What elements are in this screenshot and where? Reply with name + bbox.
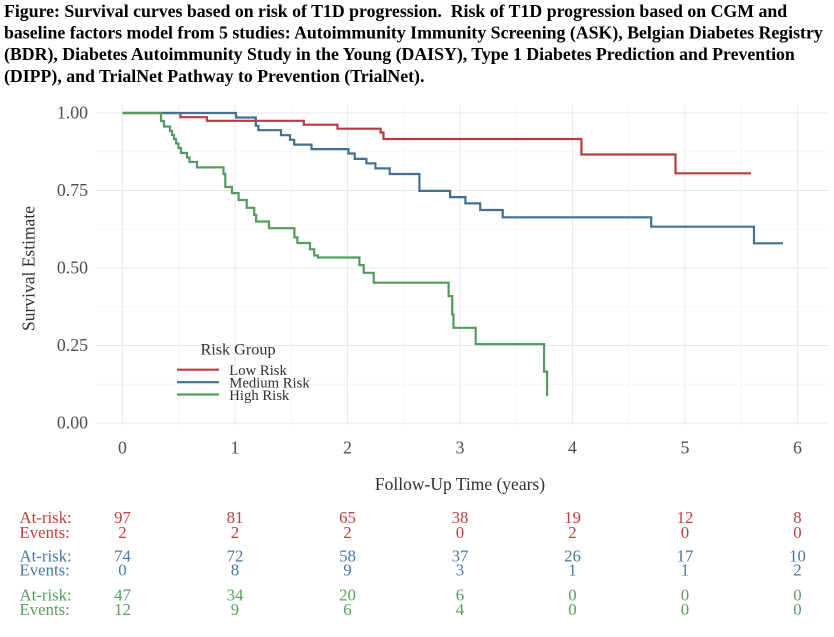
svg-text:Low Risk: Low Risk [229, 363, 287, 379]
svg-text:0: 0 [568, 585, 576, 604]
svg-text:0: 0 [456, 523, 464, 542]
svg-text:6: 6 [793, 437, 802, 457]
svg-text:0: 0 [793, 523, 801, 542]
svg-text:17: 17 [677, 546, 694, 565]
svg-text:0: 0 [118, 437, 127, 457]
svg-text:12: 12 [677, 508, 694, 527]
svg-text:0.75: 0.75 [57, 180, 88, 200]
svg-text:19: 19 [564, 508, 581, 527]
svg-text:Medium Risk: Medium Risk [229, 376, 310, 392]
svg-text:37: 37 [452, 546, 469, 565]
svg-text:0: 0 [118, 561, 126, 580]
svg-text:3: 3 [456, 437, 465, 457]
svg-text:Events:: Events: [20, 523, 70, 542]
svg-text:Figure: Survival curves based: Figure: Survival curves based on risk of… [4, 1, 787, 21]
svg-text:9: 9 [231, 600, 239, 619]
svg-text:baseline factors model from 5: baseline factors model from 5 studies: A… [4, 23, 823, 44]
svg-text:72: 72 [227, 546, 244, 565]
svg-text:6: 6 [343, 600, 351, 619]
svg-text:Events:: Events: [20, 600, 70, 619]
svg-text:Events:: Events: [20, 561, 70, 580]
svg-text:47: 47 [114, 585, 131, 604]
svg-text:1: 1 [568, 561, 576, 580]
svg-text:2: 2 [793, 561, 801, 580]
svg-text:8: 8 [793, 508, 801, 527]
svg-text:Survival Estimate: Survival Estimate [19, 206, 39, 331]
svg-text:Risk Group: Risk Group [200, 341, 275, 359]
svg-text:8: 8 [231, 561, 239, 580]
svg-text:10: 10 [789, 546, 806, 565]
svg-text:4: 4 [456, 600, 465, 619]
svg-text:1.00: 1.00 [57, 103, 88, 123]
svg-text:1: 1 [681, 561, 689, 580]
svg-text:0.25: 0.25 [57, 335, 88, 355]
svg-text:74: 74 [114, 546, 131, 565]
svg-text:Follow-Up Time (years): Follow-Up Time (years) [375, 474, 545, 494]
svg-text:2: 2 [343, 437, 352, 457]
svg-text:At-risk:: At-risk: [20, 546, 72, 565]
svg-text:0: 0 [793, 585, 801, 604]
svg-text:High Risk: High Risk [229, 388, 290, 404]
svg-text:0.50: 0.50 [57, 258, 88, 278]
svg-text:2: 2 [231, 523, 239, 542]
svg-text:6: 6 [456, 585, 464, 604]
svg-text:2: 2 [568, 523, 576, 542]
svg-text:(DIPP), and TrialNet Pathway t: (DIPP), and TrialNet Pathway to Preventi… [4, 66, 424, 87]
svg-text:0: 0 [681, 585, 689, 604]
svg-text:4: 4 [568, 437, 577, 457]
svg-text:0: 0 [568, 600, 576, 619]
svg-text:34: 34 [227, 585, 244, 604]
svg-text:65: 65 [339, 508, 356, 527]
svg-text:5: 5 [681, 437, 690, 457]
svg-text:12: 12 [114, 600, 131, 619]
svg-text:2: 2 [118, 523, 126, 542]
svg-text:0: 0 [793, 600, 801, 619]
svg-text:At-risk:: At-risk: [20, 508, 72, 527]
svg-text:0.00: 0.00 [57, 413, 88, 433]
svg-text:26: 26 [564, 546, 581, 565]
svg-text:0: 0 [681, 600, 689, 619]
svg-text:3: 3 [456, 561, 464, 580]
svg-text:38: 38 [452, 508, 469, 527]
svg-text:97: 97 [114, 508, 131, 527]
svg-text:(BDR), Diabetes Autoimmunity S: (BDR), Diabetes Autoimmunity Study in th… [4, 44, 795, 65]
svg-text:At-risk:: At-risk: [20, 585, 72, 604]
svg-text:20: 20 [339, 585, 356, 604]
svg-text:2: 2 [343, 523, 351, 542]
svg-text:9: 9 [343, 561, 351, 580]
svg-text:1: 1 [231, 437, 240, 457]
svg-text:0: 0 [681, 523, 689, 542]
svg-text:58: 58 [339, 546, 356, 565]
svg-text:81: 81 [227, 508, 244, 527]
